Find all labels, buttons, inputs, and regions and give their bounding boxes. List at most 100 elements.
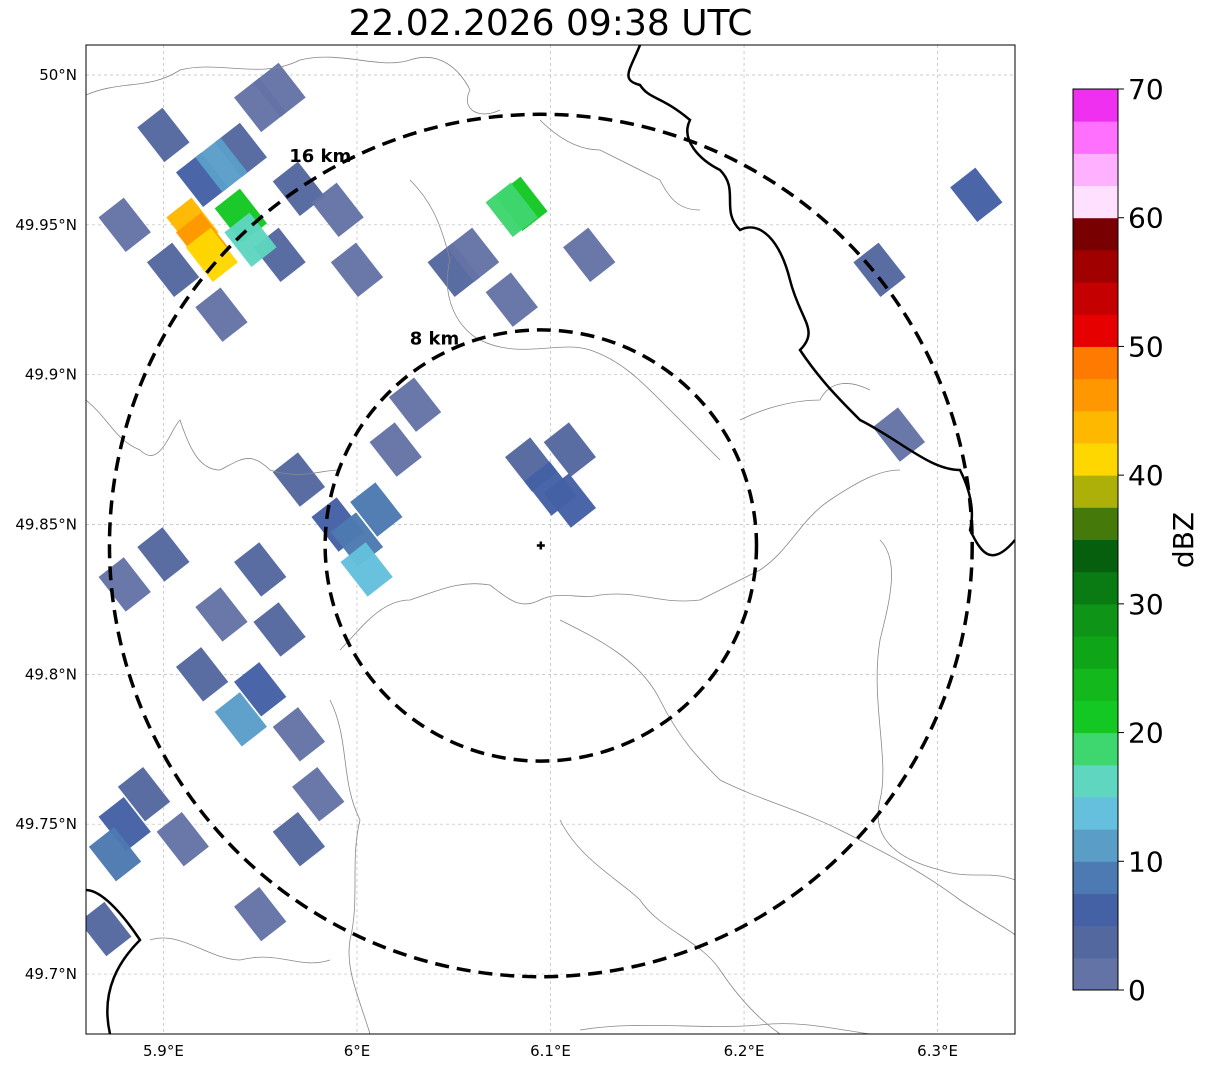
echo-cell [234,77,287,133]
lon-tick-label: 6.1°E [530,1042,571,1060]
colorbar-swatch [1073,603,1118,637]
municipal-border [539,119,701,211]
colorbar-swatch [1073,893,1118,927]
echo-cell [872,407,926,462]
lat-tick-label: 50°N [39,66,77,84]
echo-cell [195,287,248,342]
range-rings: 8 km 16 km [107,112,974,979]
municipal-border [559,819,781,1034]
echo-cell [214,692,267,747]
echo-cell [156,812,209,867]
echo-cell [137,107,190,163]
colorbar-swatch [1073,282,1118,315]
echo-cell [234,886,287,942]
municipal-border [149,937,331,964]
colorbar-swatch [1073,700,1118,734]
colorbar-swatch [1073,121,1118,154]
echo-cell [950,167,1003,223]
echo-cell [195,587,248,642]
echo-cell [272,707,326,762]
colorbar-swatch [1073,346,1118,380]
colorbar-swatch [1073,668,1118,701]
colorbar-swatch [1073,217,1118,251]
colorbar-swatch [1073,732,1118,766]
colorbar-frame [1072,88,1119,991]
echo-cell [330,242,384,297]
echo-cell [543,422,597,477]
colorbar-swatch [1073,796,1118,830]
municipal-border [559,619,1015,936]
echo-cell [853,242,906,297]
echo-cell [253,62,306,118]
echo-cell [253,602,306,657]
colorbar-swatch [1073,636,1118,669]
echo-cell [214,122,267,178]
colorbar-tick-label: 70 [1128,73,1164,106]
colorbar-swatch [1073,475,1118,508]
echo-cell [98,197,151,253]
radar-site-marker [536,541,545,550]
echo-cell [234,542,287,597]
colorbar-tick-label: 30 [1128,588,1164,621]
colorbar-tick-label: 60 [1128,202,1164,235]
echo-cell [146,242,200,297]
echo-cell [292,767,345,822]
lon-tick-label: 5.9°E [143,1042,184,1060]
reflectivity-echoes [86,62,1003,957]
echo-cell [388,377,442,432]
echo-cell [98,797,151,852]
range-ring-label: 8 km [410,329,460,350]
lon-tick-label: 6.3°E [917,1042,958,1060]
colorbar-swatch [1073,925,1118,959]
colorbar-swatch [1073,442,1118,476]
gridlines [86,45,1015,1034]
echo-cell [485,272,538,327]
colorbar-swatch [1073,410,1118,444]
echo-cell [117,767,171,822]
echo-cell [311,182,364,238]
colorbar-label: dBZ [1167,512,1200,568]
municipal-border [739,383,871,421]
colorbar-swatch [1073,314,1118,347]
colorbar-swatch [1073,957,1118,991]
colorbar-tick-label: 20 [1128,717,1164,750]
colorbar-swatch [1073,89,1118,122]
echo-cell [563,227,616,282]
colorbar-swatch [1073,249,1118,283]
echo-cell [86,901,132,957]
range-ring-label: 16 km [289,146,351,167]
echo-cell [272,452,326,507]
lon-tick-label: 6.2°E [724,1042,765,1060]
colorbar-swatch [1073,829,1118,862]
range-ring-8km [323,328,759,763]
colorbar-swatch [1073,861,1118,894]
colorbar-swatch [1073,507,1118,540]
echo-cell [175,647,229,702]
echo-cell [175,152,229,208]
colorbar-swatch [1073,571,1118,605]
colorbar-swatch [1073,764,1118,798]
chart-title: 22.02.2026 09:38 UTC [348,3,753,44]
lat-tick-label: 49.9°N [25,366,77,384]
echo-cell [369,422,422,477]
colorbar-tick-label: 40 [1128,459,1164,492]
municipal-border [409,179,721,461]
echo-cell [234,662,287,717]
municipal-border [86,399,341,475]
lat-tick-label: 49.7°N [25,965,77,983]
echo-cell [185,227,238,282]
lat-tick-label: 49.75°N [15,815,77,833]
echo-cell [98,557,151,612]
colorbar-swatch [1073,378,1118,412]
echo-cell [485,182,538,238]
municipal-border [329,699,371,1034]
map-axes: 5.9°E 6°E 6.1°E 6.2°E 6.3°E 50°N 49.95°N 49.9°N… [15,44,1016,1060]
echo-cell [446,227,500,282]
colorbar-swatch [1073,185,1118,219]
echo-cell [427,242,480,297]
municipal-border [86,56,501,115]
lat-tick-label: 49.85°N [15,516,77,534]
echo-cell [137,527,190,582]
municipal-border [579,1023,871,1034]
